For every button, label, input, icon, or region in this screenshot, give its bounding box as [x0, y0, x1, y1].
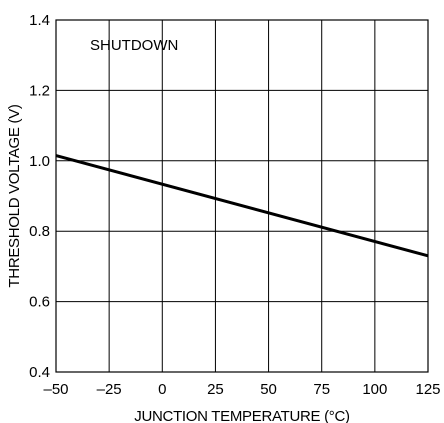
x-axis-label: JUNCTION TEMPERATURE (°C)	[134, 408, 350, 423]
y-tick-label: 1.4	[29, 12, 50, 29]
x-tick-label: 125	[415, 381, 440, 398]
x-tick-label: 25	[207, 381, 224, 398]
y-tick-label: 0.6	[29, 294, 50, 311]
grid	[56, 20, 428, 372]
series-group	[55, 154, 429, 258]
shutdown-annotation: SHUTDOWN	[90, 37, 178, 54]
x-tick-label: –25	[97, 381, 122, 398]
y-tick-label: 0.8	[29, 223, 50, 240]
y-tick-label: 1.0	[29, 153, 50, 170]
x-tick-label: 100	[362, 381, 387, 398]
threshold-voltage-line	[55, 154, 429, 258]
x-tick-label: –50	[43, 381, 68, 398]
tick-labels: –50 –25 0 25 50 75 100 125 0.4 0.6 0.8 1.0 1.2 1.4	[29, 12, 440, 398]
y-axis-label: THRESHOLD VOLTAGE (V)	[6, 104, 23, 287]
x-tick-label: 75	[313, 381, 330, 398]
y-tick-label: 1.2	[29, 82, 50, 99]
x-tick-label: 50	[260, 381, 277, 398]
plot-frame	[55, 19, 429, 373]
y-tick-label: 0.4	[29, 364, 50, 381]
x-tick-label: 0	[158, 381, 166, 398]
